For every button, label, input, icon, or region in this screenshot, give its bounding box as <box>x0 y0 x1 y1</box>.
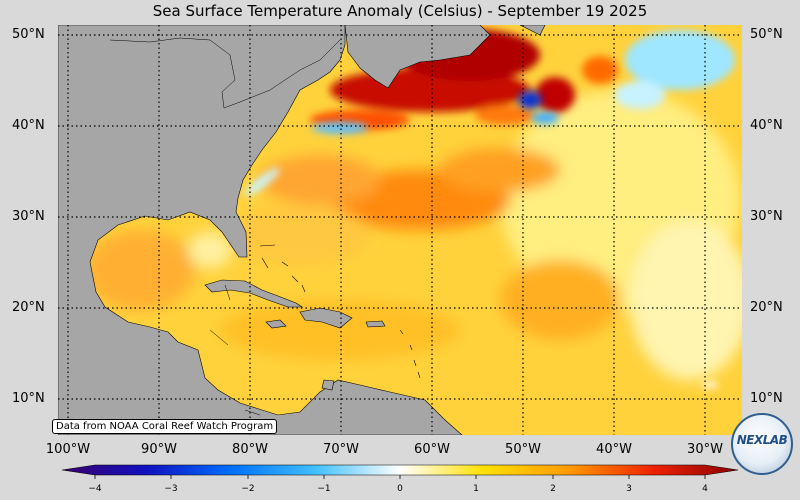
lon-label: 60°W <box>414 442 450 457</box>
lat-label-right: 30°N <box>750 209 783 224</box>
lat-label-left: 20°N <box>12 300 45 315</box>
lon-label: 100°W <box>45 442 91 457</box>
colorbar-tick-label: −2 <box>241 484 255 494</box>
map-gridlines <box>58 25 742 435</box>
lat-label-right: 20°N <box>750 300 783 315</box>
map-title: Sea Surface Temperature Anomaly (Celsius… <box>152 2 648 20</box>
data-credit-label: Data from NOAA Coral Reef Watch Program <box>52 419 278 434</box>
trinidad-land <box>321 379 335 391</box>
colorbar-tick-label: 4 <box>702 484 708 494</box>
jamaica-land <box>265 319 287 329</box>
lat-label-left: 10°N <box>12 391 45 406</box>
lon-label: 80°W <box>232 442 268 457</box>
state-borders <box>109 37 341 416</box>
nova-scotia-islands <box>519 25 546 36</box>
lon-label: 70°W <box>323 442 359 457</box>
puerto-rico-land <box>365 320 386 328</box>
lon-label: 50°W <box>505 442 541 457</box>
lon-label: 40°W <box>596 442 632 457</box>
colorbar-tick-label: 3 <box>626 484 632 494</box>
cold-anomaly-patches <box>244 30 735 388</box>
colorbar-tick-label: 0 <box>397 484 403 494</box>
lat-label-right: 50°N <box>750 27 783 42</box>
lesser-antilles-land <box>399 329 421 379</box>
cuba-land <box>204 279 303 308</box>
lat-label-left: 30°N <box>12 209 45 224</box>
colorbar-tick-label: −4 <box>88 484 102 494</box>
lat-label-left: 40°N <box>12 118 45 133</box>
lat-label-right: 40°N <box>750 118 783 133</box>
logo-text: NEXLAB <box>736 433 788 447</box>
bahamas-land <box>259 244 306 293</box>
lon-label: 30°W <box>687 442 723 457</box>
newfoundland-land <box>344 25 491 89</box>
lon-label: 90°W <box>141 442 177 457</box>
hispaniola-land <box>299 307 353 329</box>
colorbar-tick-label: −1 <box>317 484 331 494</box>
colorbar-tick-label: 2 <box>550 484 556 494</box>
colorbar-tick-label: 1 <box>473 484 479 494</box>
lat-label-left: 50°N <box>12 27 45 42</box>
nexlab-logo: NEXLAB <box>731 413 793 475</box>
anomaly-patches <box>58 90 742 420</box>
colorbar-tick-label: −3 <box>164 484 178 494</box>
lat-label-right: 10°N <box>750 391 783 406</box>
